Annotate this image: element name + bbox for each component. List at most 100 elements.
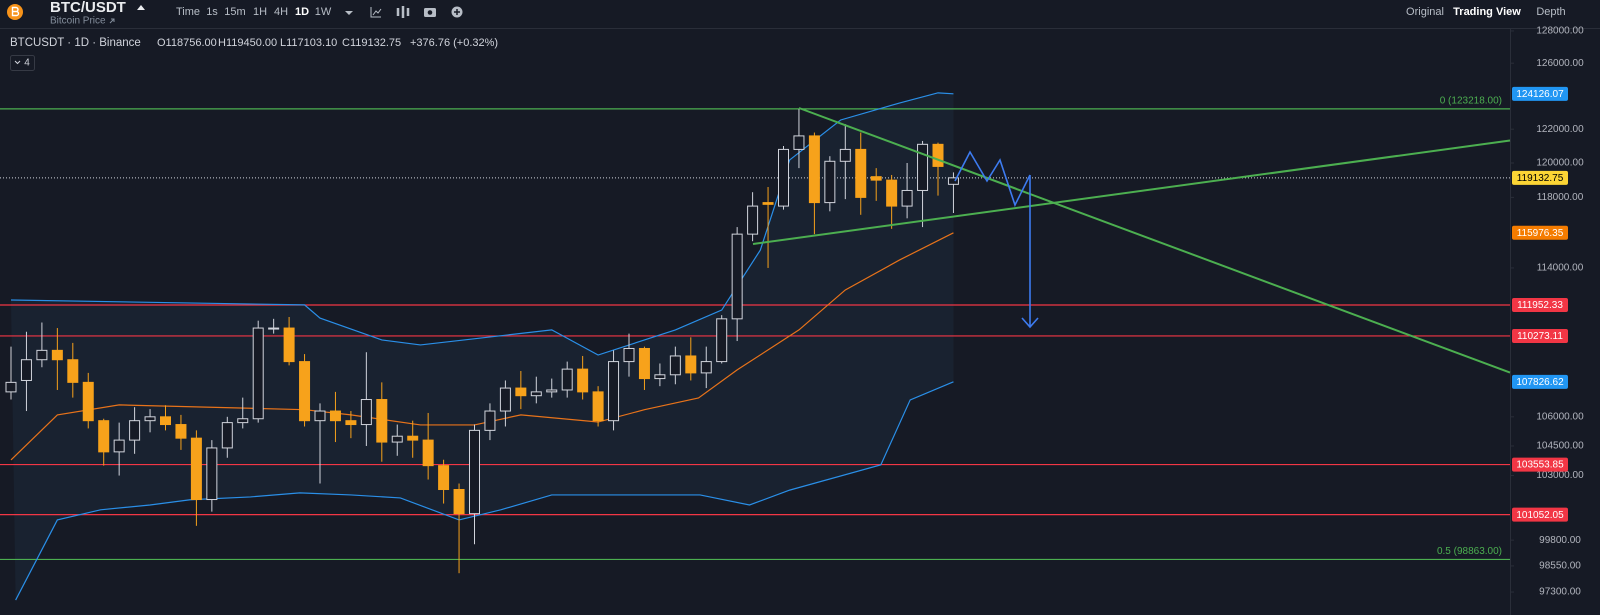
- y-tick-label: 114000.00: [1537, 263, 1584, 274]
- timeframe[interactable]: 15m: [224, 6, 245, 18]
- ohlc-value: +376.76 (+0.32%): [410, 37, 498, 49]
- y-tick-label: 106000.00: [1536, 411, 1584, 422]
- ohlc-value: H119450.00: [218, 37, 277, 49]
- candle-body: [762, 202, 774, 205]
- candle-body: [778, 148, 789, 207]
- candle-body: [129, 420, 141, 441]
- candle-body: [947, 177, 959, 185]
- candle-body: [221, 422, 233, 449]
- view-option[interactable]: Trading View: [1453, 6, 1521, 18]
- candle-body: [654, 374, 666, 380]
- candle-body: [716, 318, 728, 363]
- candle-body: [839, 148, 851, 162]
- toggle-chevron: [14, 60, 21, 65]
- price-tag: [1512, 298, 1568, 313]
- candle-body: [824, 160, 836, 204]
- candle-body: [360, 399, 372, 426]
- timeframe[interactable]: 1D: [295, 6, 309, 18]
- candle-body: [546, 389, 558, 393]
- y-tick-label: 103000.00: [1536, 470, 1584, 481]
- y-tick-label: 98550.00: [1539, 561, 1581, 572]
- candle-body: [638, 347, 650, 380]
- view-option[interactable]: Original: [1406, 6, 1444, 18]
- band-line-upper: [10, 92, 954, 356]
- candle-body: [299, 361, 311, 422]
- descending-trendline[interactable]: [798, 107, 1511, 374]
- price-tag: [1512, 457, 1568, 472]
- candle-body: [314, 410, 326, 422]
- price-tag: [1512, 86, 1568, 101]
- price-tag: [1512, 374, 1568, 389]
- candle-body: [20, 359, 32, 381]
- candle-body: [160, 416, 171, 426]
- ohlc-value: O118756.00: [157, 37, 217, 49]
- price-tag-label: 119132.75: [1517, 173, 1564, 184]
- price-tag-label: 111952.33: [1517, 300, 1563, 311]
- toolbar: [0, 0, 1600, 28]
- view-option[interactable]: Depth: [1536, 6, 1565, 18]
- candle-body: [407, 435, 419, 441]
- candle-body: [438, 465, 450, 491]
- timeframe[interactable]: Time: [176, 6, 200, 18]
- candle-body: [886, 179, 898, 207]
- level-label: 0 (123218.00): [1440, 96, 1502, 107]
- band-line-lower: [15, 381, 954, 601]
- ascending-trendline[interactable]: [752, 139, 1511, 245]
- candle-body: [82, 381, 94, 422]
- candle-body: [422, 439, 434, 467]
- indicator-toggle[interactable]: [10, 55, 35, 71]
- more-timeframes[interactable]: [345, 11, 353, 15]
- candle-body: [453, 489, 465, 515]
- candle-body: [391, 435, 403, 443]
- candle-body: [499, 387, 511, 412]
- candle-body: [515, 387, 527, 397]
- y-tick-label: 104500.00: [1536, 441, 1584, 452]
- candle-body: [793, 135, 805, 150]
- y-tick-label: 122000.00: [1536, 124, 1584, 135]
- coin-glyph: [11, 6, 20, 17]
- y-tick-label: 120000.00: [1536, 158, 1584, 169]
- candle-body: [484, 410, 496, 431]
- y-tick-label: 118000.00: [1537, 192, 1584, 203]
- candle-body: [51, 349, 63, 361]
- timeframe[interactable]: 4H: [274, 6, 288, 18]
- candle-body: [700, 361, 712, 374]
- price-tag-label: 101052.05: [1516, 510, 1564, 521]
- price-tag: [1512, 328, 1568, 343]
- candle-body: [530, 391, 542, 397]
- drawings: [752, 107, 1511, 374]
- candle-body: [731, 233, 743, 320]
- projection-zigzag[interactable]: [954, 150, 1031, 208]
- price-tag: [1512, 170, 1568, 185]
- candle-body: [747, 205, 759, 235]
- link-icon: [109, 18, 115, 24]
- timeframe[interactable]: 1W: [315, 6, 332, 18]
- price-tag-label: 124126.07: [1516, 89, 1564, 100]
- symbol-caret[interactable]: [137, 5, 145, 10]
- band-line-middle: [10, 232, 954, 461]
- symbol[interactable]: BTC/USDT: [50, 0, 126, 16]
- price-tag-label: 107826.62: [1516, 377, 1564, 388]
- candle-body: [67, 359, 79, 383]
- candle-body: [901, 189, 913, 207]
- candle-type-icon[interactable]: [396, 6, 410, 18]
- arrow-head: [1021, 317, 1039, 329]
- candle-body: [855, 148, 867, 198]
- subtitle[interactable]: Bitcoin Price: [50, 16, 106, 27]
- timeframe[interactable]: 1H: [253, 6, 267, 18]
- candle-body: [932, 143, 944, 167]
- y-tick-label: 99800.00: [1539, 535, 1581, 546]
- candle-body: [268, 327, 280, 330]
- price-tag-label: 115976.35: [1517, 228, 1564, 239]
- candle-body: [144, 416, 156, 422]
- indicator-icon[interactable]: [370, 7, 382, 18]
- timeframe[interactable]: 1s: [206, 6, 218, 18]
- candle-body: [252, 327, 264, 420]
- indicator-count: 4: [24, 58, 30, 69]
- candle-body: [917, 143, 929, 191]
- candle-body: [561, 368, 573, 391]
- candle-body: [592, 391, 604, 422]
- candle-body: [669, 355, 681, 376]
- candle-body: [469, 429, 480, 515]
